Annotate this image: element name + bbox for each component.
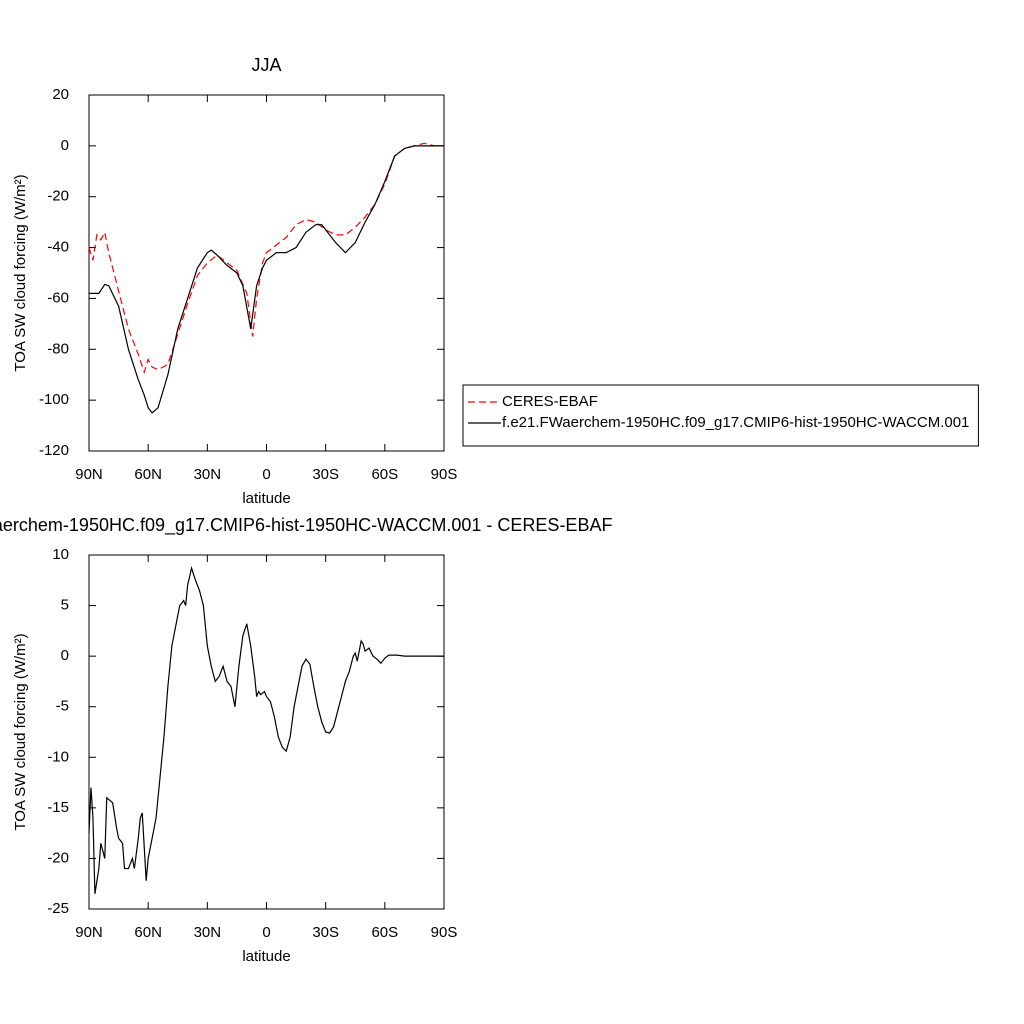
y-axis-label: TOA SW cloud forcing (W/m²) [12, 174, 29, 371]
y-tick-label: 20 [52, 86, 69, 103]
legend-box [462, 384, 979, 447]
x-tick-label: 60S [371, 466, 398, 483]
x-tick-label: 90S [431, 924, 458, 941]
x-tick-label: 60S [371, 924, 398, 941]
chart-title: f.e21.FWaerchem-1950HC.f09_g17.CMIP6-his… [0, 515, 612, 536]
x-tick-label: 60N [134, 466, 162, 483]
y-tick-label: -20 [47, 849, 69, 866]
y-tick-label: 0 [61, 137, 69, 154]
data-line [89, 145, 444, 414]
y-tick-label: -10 [47, 748, 69, 765]
y-tick-label: -120 [39, 442, 69, 459]
x-tick-label: 0 [262, 924, 270, 941]
y-tick-label: -40 [47, 239, 69, 256]
data-line [88, 565, 444, 894]
x-axis-label: latitude [242, 948, 290, 965]
y-tick-label: -60 [47, 289, 69, 306]
y-tick-label: -80 [47, 340, 69, 357]
x-tick-label: 0 [262, 466, 270, 483]
plot-frame [88, 94, 445, 452]
x-tick-label: 30S [312, 466, 339, 483]
x-axis-label: latitude [242, 490, 290, 507]
legend-label: f.e21.FWaerchem-1950HC.f09_g17.CMIP6-his… [502, 414, 969, 431]
chart-title: JJA [251, 55, 281, 75]
y-tick-label: -20 [47, 188, 69, 205]
y-tick-label: -100 [39, 391, 69, 408]
x-tick-label: 30N [194, 466, 222, 483]
y-tick-label: -5 [56, 698, 69, 715]
legend-label: CERES-EBAF [502, 393, 598, 410]
y-tick-label: 0 [61, 647, 69, 664]
y-tick-label: -25 [47, 900, 69, 917]
x-tick-label: 90N [75, 466, 103, 483]
y-tick-label: -15 [47, 799, 69, 816]
y-axis-label: TOA SW cloud forcing (W/m²) [12, 633, 29, 830]
x-tick-label: 30S [312, 924, 339, 941]
x-tick-label: 90S [431, 466, 458, 483]
y-tick-label: 10 [52, 546, 69, 563]
plot-frame [88, 554, 445, 910]
x-tick-label: 90N [75, 924, 103, 941]
x-tick-label: 30N [194, 924, 222, 941]
x-tick-label: 60N [134, 924, 162, 941]
y-tick-label: 5 [61, 597, 69, 614]
data-line [88, 142, 444, 375]
